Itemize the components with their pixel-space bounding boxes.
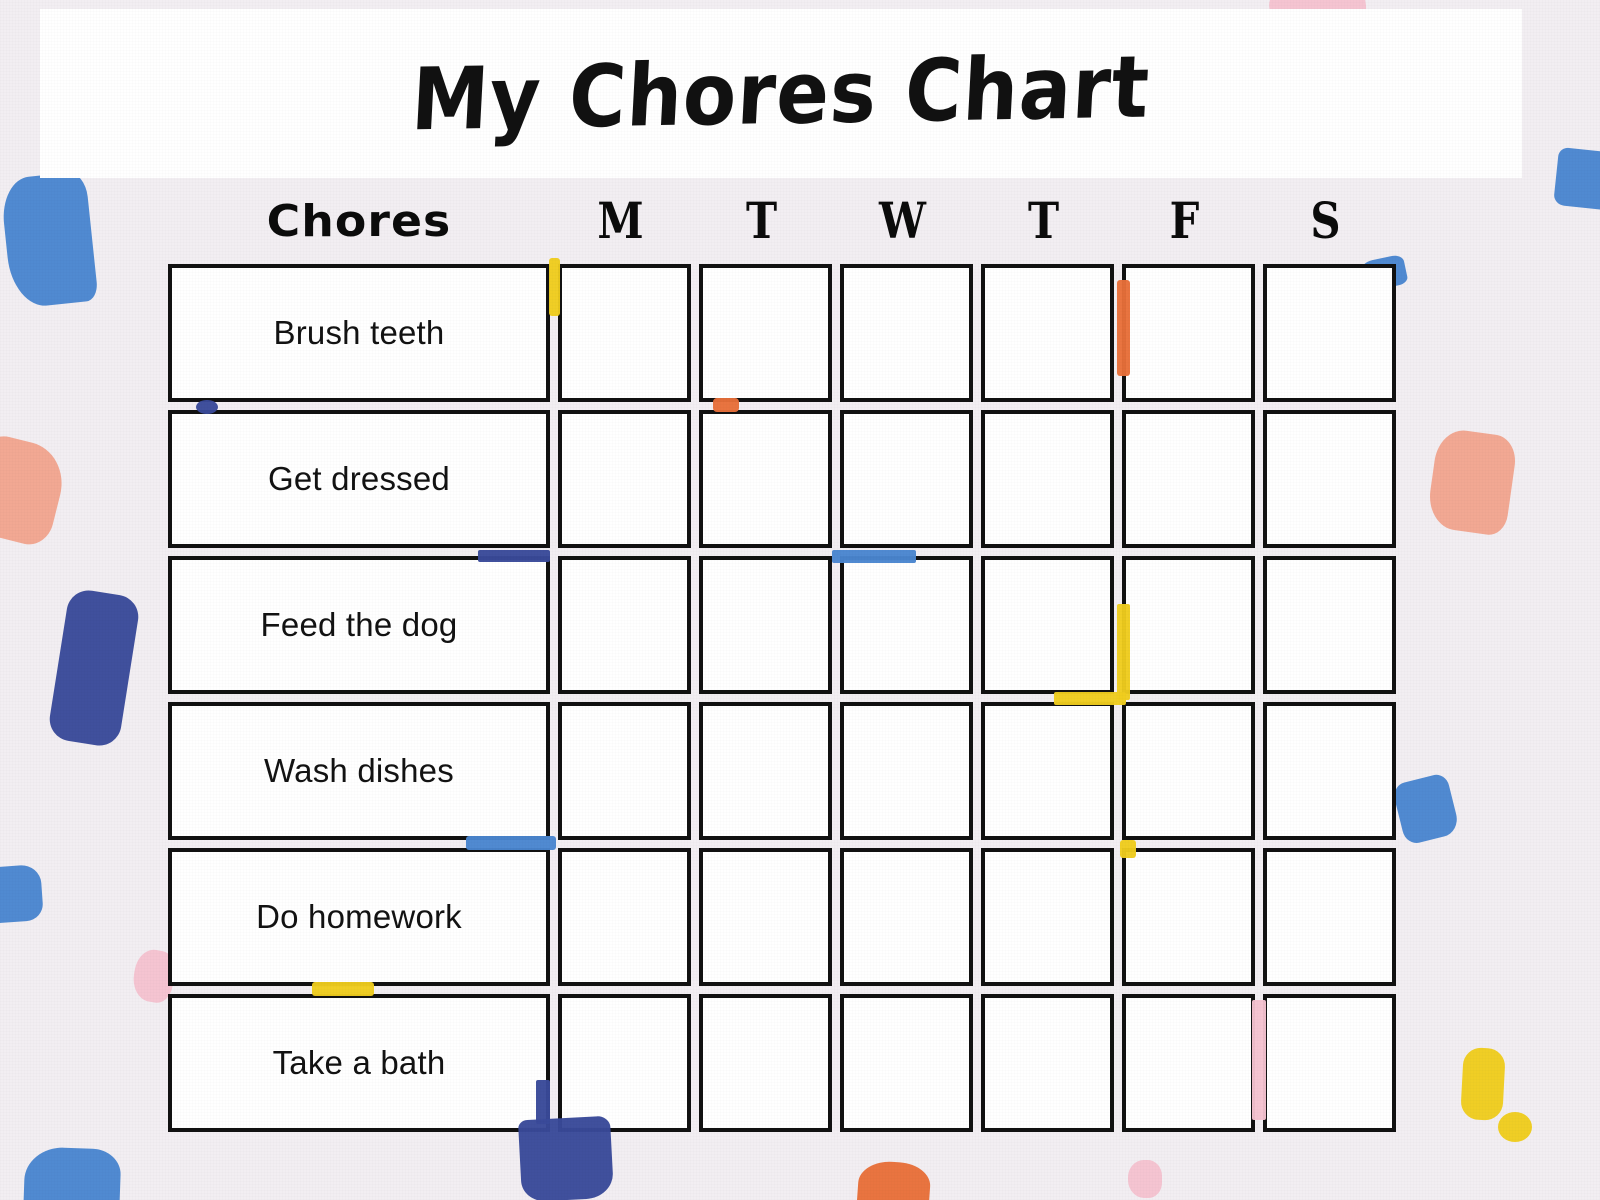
page-title: My Chores Chart bbox=[409, 37, 1153, 150]
checkbox-cell[interactable] bbox=[1263, 994, 1396, 1132]
column-header-day-6: S bbox=[1310, 192, 1341, 250]
yellow-bar-right bbox=[1460, 1046, 1506, 1122]
checkbox-cell[interactable] bbox=[558, 410, 691, 548]
checkbox-cell[interactable] bbox=[558, 994, 691, 1132]
checkbox-cell[interactable] bbox=[840, 848, 973, 986]
salmon-blob-left-upper bbox=[0, 430, 71, 550]
yellow-sliver-row4-fri bbox=[1120, 840, 1136, 858]
blue-triangle-top-left bbox=[0, 170, 99, 310]
checkbox-cell[interactable] bbox=[558, 702, 691, 840]
checkbox-cell[interactable] bbox=[699, 848, 832, 986]
table-header-row: Chores M T W T F S bbox=[168, 192, 1400, 250]
checkbox-cell[interactable] bbox=[840, 264, 973, 402]
pink-dot-bottom bbox=[1128, 1160, 1162, 1198]
table-row: Get dressed bbox=[168, 410, 1402, 548]
checkbox-cell[interactable] bbox=[1122, 264, 1255, 402]
checkbox-cell[interactable] bbox=[699, 410, 832, 548]
navy-blob-bottom-center bbox=[517, 1115, 615, 1200]
yellow-horz-row3-gap bbox=[1054, 692, 1126, 705]
chore-label-cell: Take a bath bbox=[168, 994, 550, 1132]
yellow-sliver-row5-gap bbox=[312, 982, 374, 996]
checkbox-cell[interactable] bbox=[981, 848, 1114, 986]
table-row: Take a bath bbox=[168, 994, 1402, 1132]
yellow-vert-row3-thu bbox=[1117, 604, 1130, 700]
orange-blob-bottom bbox=[856, 1159, 932, 1200]
checkbox-cell[interactable] bbox=[699, 702, 832, 840]
checkbox-cell[interactable] bbox=[1122, 702, 1255, 840]
checkbox-cell[interactable] bbox=[1122, 994, 1255, 1132]
navy-sliver-row2-gap bbox=[478, 550, 550, 562]
chores-grid: Brush teeth Get dressed Feed the dog Wash d… bbox=[168, 264, 1402, 1132]
table-row: Do homework bbox=[168, 848, 1402, 986]
table-row: Wash dishes bbox=[168, 702, 1402, 840]
checkbox-cell[interactable] bbox=[981, 264, 1114, 402]
chore-label-cell: Wash dishes bbox=[168, 702, 550, 840]
checkbox-cell[interactable] bbox=[558, 264, 691, 402]
blue-sliver-row4-gap bbox=[466, 836, 556, 850]
column-header-day-4: T bbox=[1027, 192, 1060, 250]
checkbox-cell[interactable] bbox=[699, 264, 832, 402]
column-header-day-3: W bbox=[879, 192, 926, 250]
blue-triangle-bottom-left bbox=[22, 1146, 122, 1200]
checkbox-cell[interactable] bbox=[699, 556, 832, 694]
column-header-day-2: T bbox=[745, 192, 778, 250]
chore-label: Wash dishes bbox=[264, 752, 454, 789]
table-row: Feed the dog bbox=[168, 556, 1402, 694]
checkbox-cell[interactable] bbox=[558, 556, 691, 694]
chore-label-cell: Do homework bbox=[168, 848, 550, 986]
checkbox-cell[interactable] bbox=[981, 994, 1114, 1132]
chore-label: Get dressed bbox=[268, 460, 450, 497]
chore-label: Brush teeth bbox=[273, 314, 445, 351]
checkbox-cell[interactable] bbox=[1122, 410, 1255, 548]
checkbox-cell[interactable] bbox=[1263, 410, 1396, 548]
checkbox-cell[interactable] bbox=[840, 702, 973, 840]
yellow-dot-bottom-right bbox=[1498, 1112, 1532, 1142]
title-band: My Chores Chart bbox=[40, 9, 1522, 178]
checkbox-cell[interactable] bbox=[1263, 848, 1396, 986]
chore-label: Do homework bbox=[256, 898, 462, 935]
blue-chip-top-right bbox=[1553, 146, 1600, 212]
column-header-chores: Chores bbox=[266, 195, 452, 247]
checkbox-cell[interactable] bbox=[1263, 702, 1396, 840]
checkbox-cell[interactable] bbox=[981, 410, 1114, 548]
checkbox-cell[interactable] bbox=[1263, 264, 1396, 402]
orange-sliver-row1-fri bbox=[1117, 280, 1130, 376]
orange-sliver-row2-tue bbox=[713, 398, 739, 412]
blue-sliver-row2-gap-w bbox=[832, 550, 916, 563]
checkbox-cell[interactable] bbox=[840, 556, 973, 694]
checkbox-cell[interactable] bbox=[699, 994, 832, 1132]
checkbox-cell[interactable] bbox=[981, 556, 1114, 694]
navy-dot-row1-bottom bbox=[196, 400, 218, 414]
navy-sliver-row6-mon bbox=[536, 1080, 550, 1124]
blue-chip-left-lower bbox=[0, 864, 44, 924]
checkbox-cell[interactable] bbox=[1122, 848, 1255, 986]
checkbox-cell[interactable] bbox=[558, 848, 691, 986]
chore-label: Feed the dog bbox=[260, 606, 458, 643]
navy-bar-left bbox=[46, 587, 142, 749]
pink-sliver-right-gap bbox=[1252, 1000, 1266, 1120]
checkbox-cell[interactable] bbox=[840, 994, 973, 1132]
checkbox-cell[interactable] bbox=[981, 702, 1114, 840]
column-header-day-5: F bbox=[1169, 192, 1200, 250]
chore-label: Take a bath bbox=[272, 1044, 446, 1081]
chore-label-cell: Feed the dog bbox=[168, 556, 550, 694]
checkbox-cell[interactable] bbox=[1122, 556, 1255, 694]
checkbox-cell[interactable] bbox=[840, 410, 973, 548]
salmon-triangle-right bbox=[1425, 426, 1519, 538]
table-row: Brush teeth bbox=[168, 264, 1402, 402]
yellow-sliver-row1-mon bbox=[549, 258, 560, 316]
checkbox-cell[interactable] bbox=[1263, 556, 1396, 694]
chore-label-cell: Brush teeth bbox=[168, 264, 550, 402]
chore-label-cell: Get dressed bbox=[168, 410, 550, 548]
column-header-day-1: M bbox=[597, 192, 644, 250]
